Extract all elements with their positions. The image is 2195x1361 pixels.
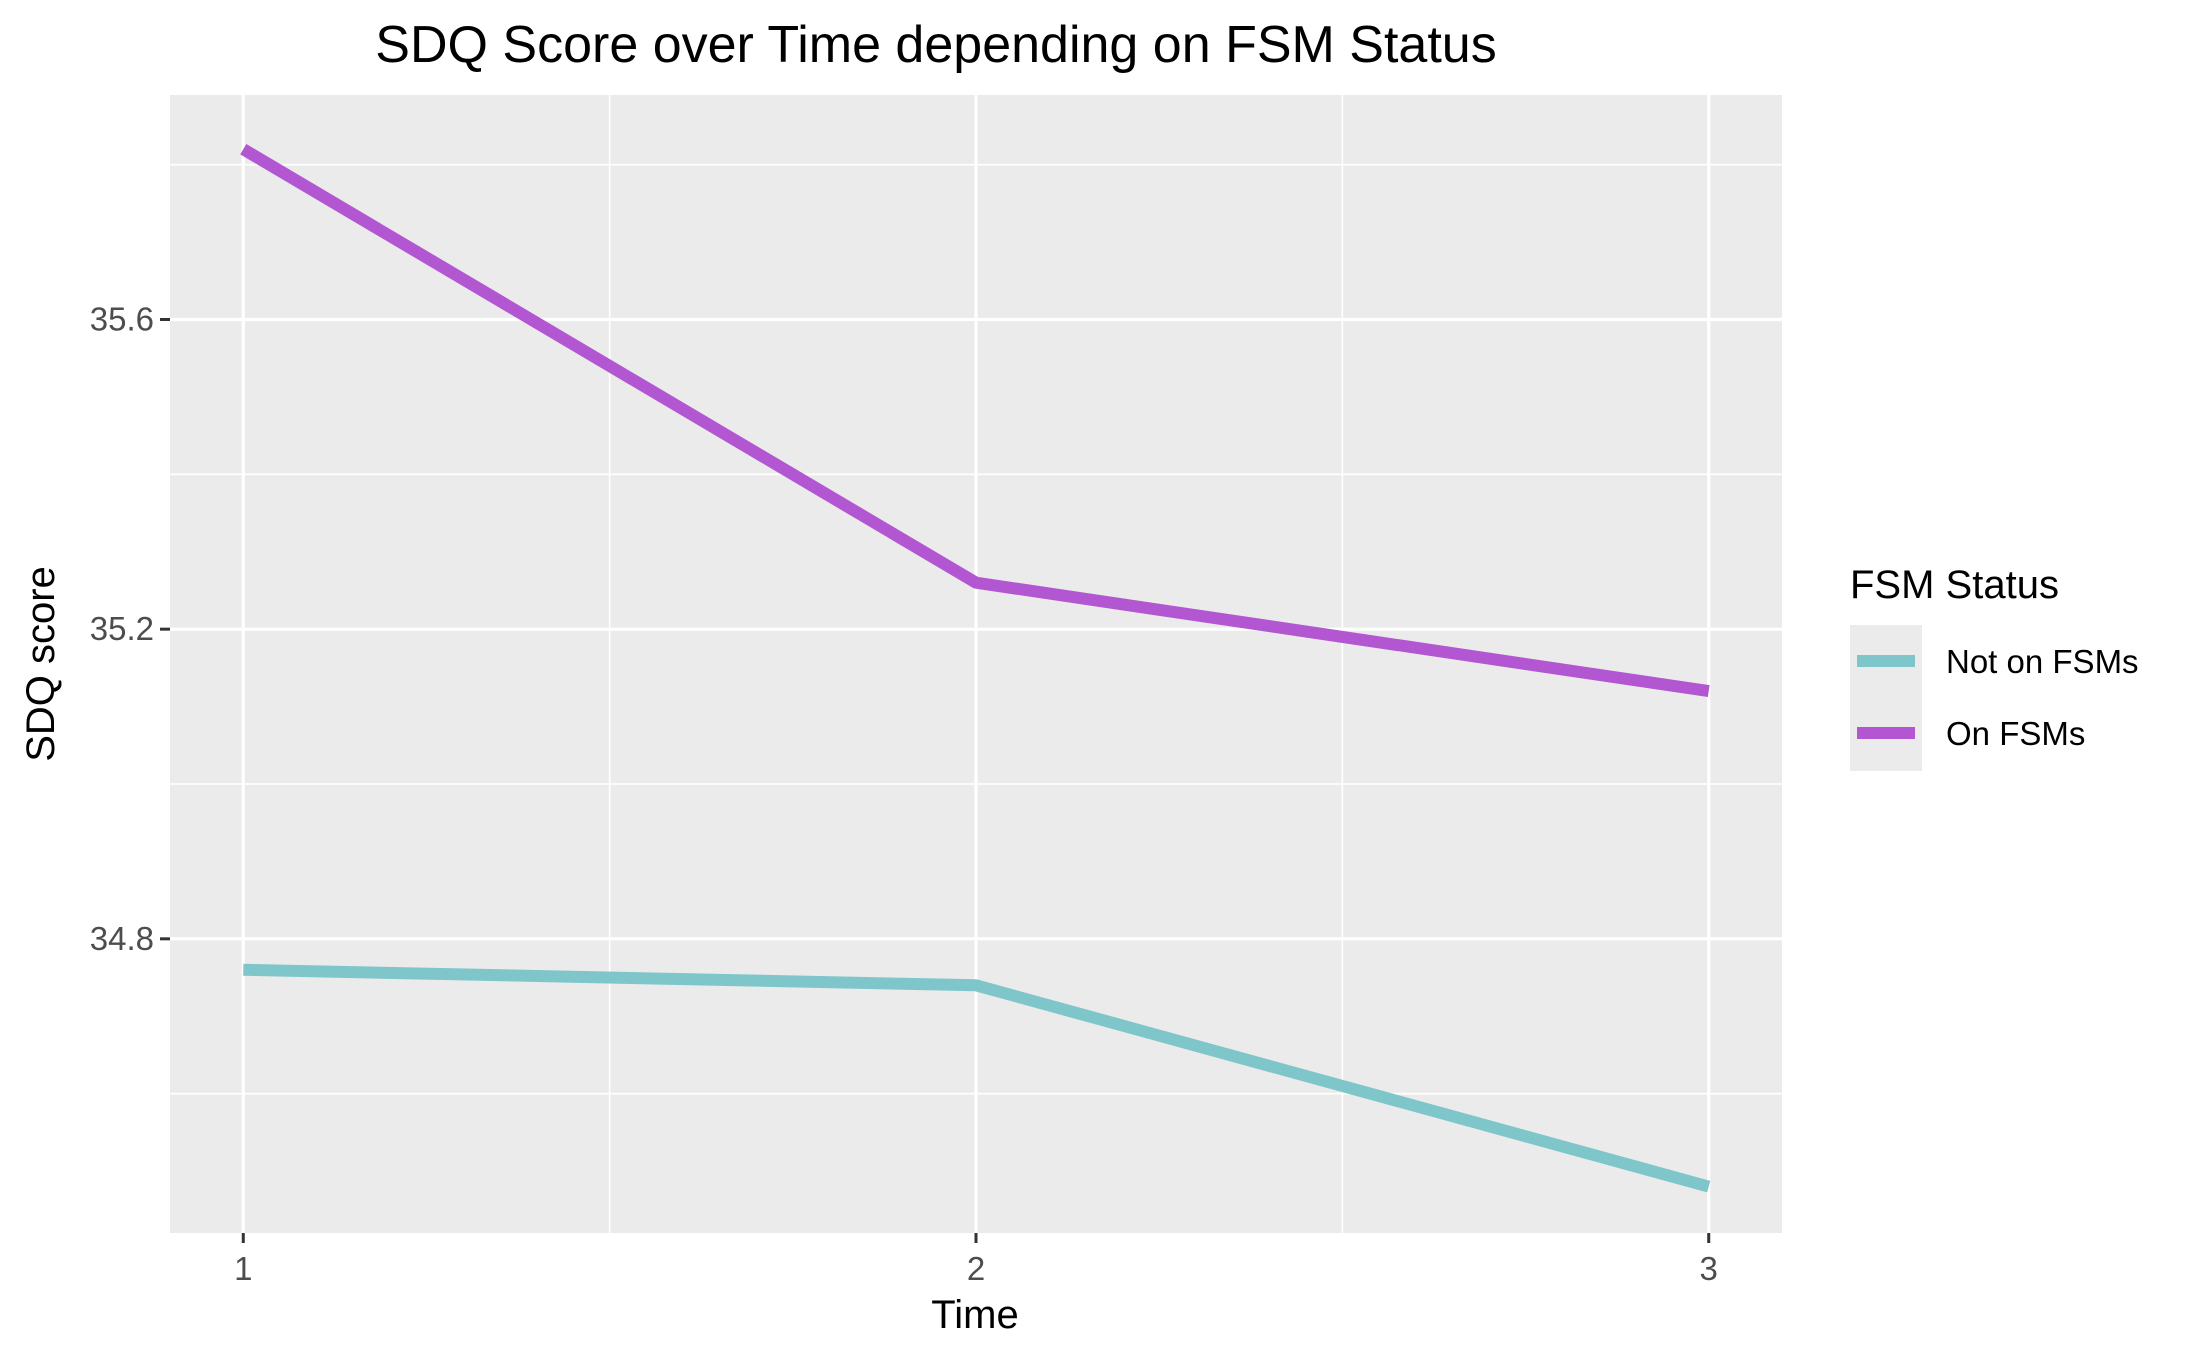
legend-label: Not on FSMs — [1946, 643, 2139, 680]
y-axis: 34.8 35.2 35.6 — [90, 301, 170, 957]
x-tick-label: 1 — [234, 1250, 252, 1287]
series-line-not-on-fsms — [243, 963, 1711, 1193]
x-axis: 1 2 3 — [234, 1233, 1718, 1287]
x-tick-label: 2 — [967, 1250, 985, 1287]
x-axis-title: Time — [931, 1293, 1018, 1337]
legend-label: On FSMs — [1946, 715, 2085, 752]
series-layer — [240, 144, 1711, 1193]
x-tick-label: 3 — [1700, 1250, 1718, 1287]
legend-items: Not on FSMs On FSMs — [1857, 643, 2139, 752]
y-tick-label: 35.2 — [90, 610, 154, 647]
series-line-on-fsms — [240, 144, 1710, 698]
y-tick-label: 34.8 — [90, 920, 154, 957]
y-axis-title: SDQ score — [19, 566, 63, 762]
legend-key-background — [1850, 625, 1922, 771]
major-gridlines — [170, 95, 1782, 1233]
chart-title: SDQ Score over Time depending on FSM Sta… — [375, 16, 1496, 74]
legend: FSM Status Not on FSMs On FSMs — [1850, 563, 2139, 771]
legend-title: FSM Status — [1850, 563, 2059, 607]
y-tick-label: 35.6 — [90, 301, 154, 338]
